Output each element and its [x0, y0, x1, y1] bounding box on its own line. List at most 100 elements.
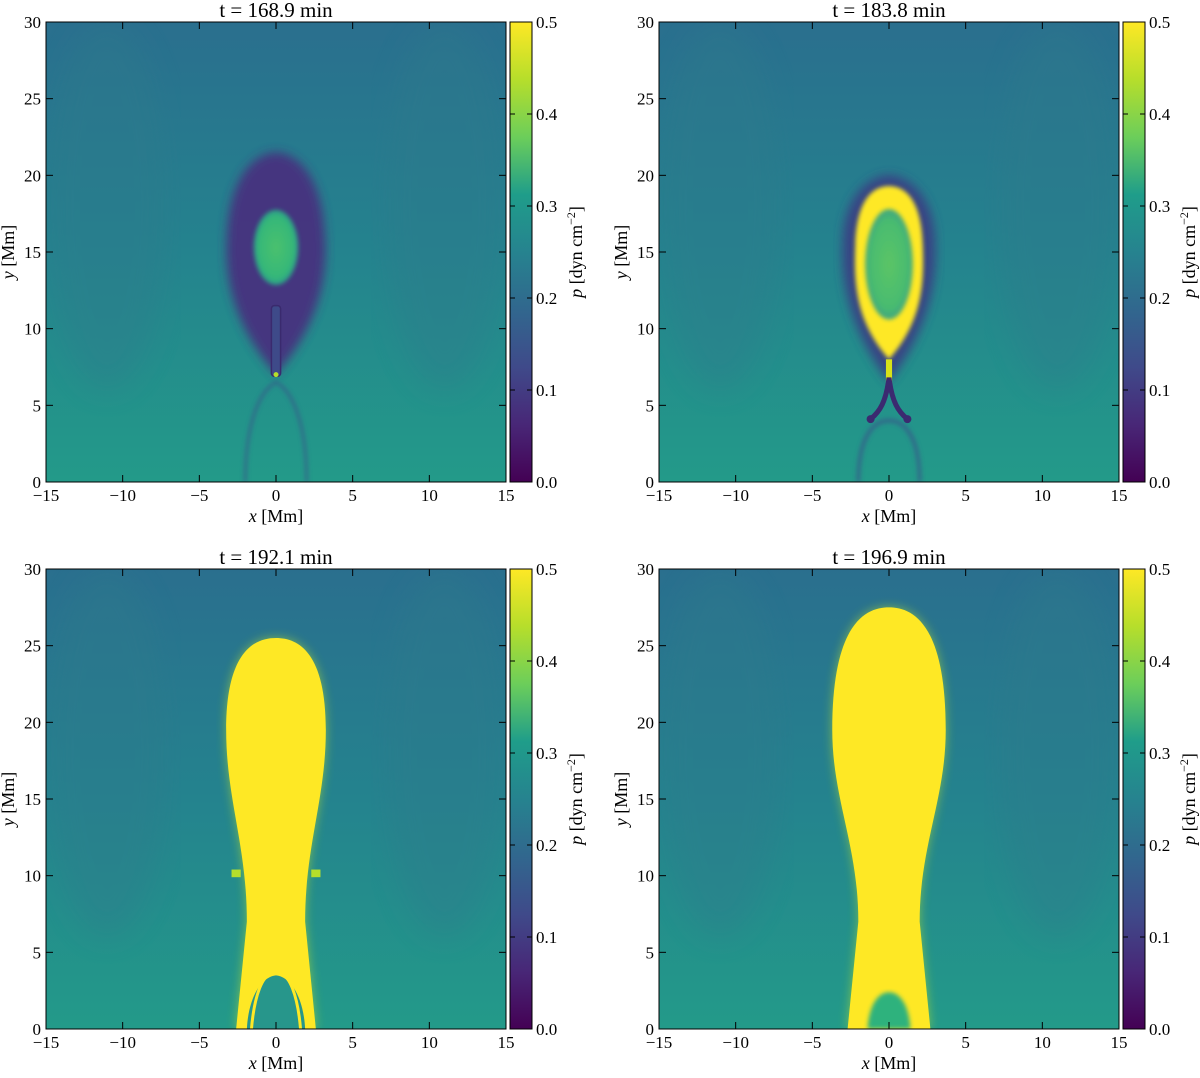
arcade-outline: [856, 418, 922, 482]
colorbar-tick-label: 0.0: [1149, 473, 1170, 492]
y-tick-label: 20: [24, 713, 41, 732]
x-tick-label: −15: [646, 1033, 673, 1052]
x-axis-variable: x: [248, 506, 257, 526]
colorbar-close: ]: [1179, 206, 1199, 212]
arcade-outline: [243, 380, 309, 482]
y-tick-label: 5: [646, 396, 655, 415]
heatmap-area: [659, 569, 1119, 1029]
panel-2: −15 −10 −5 0 5 10 15 0 5 10 15 20 25 30 t = 183.8 min x…: [611, 0, 1199, 526]
heatmap-area: [659, 22, 1119, 482]
colorbar-unit: [dyn cm: [566, 772, 586, 836]
background-structure: [383, 569, 506, 937]
heatmap-area: [46, 22, 506, 482]
colorbar-tick-label: 0.2: [536, 289, 557, 308]
x-tick-label: −10: [109, 1033, 136, 1052]
colorbar-close: ]: [1179, 753, 1199, 759]
y-tick-label: 20: [637, 166, 654, 185]
colorbar-tick-label: 0.0: [536, 473, 557, 492]
colorbar-gradient: [509, 21, 533, 483]
x-tick-label: 15: [1111, 1033, 1128, 1052]
panel-3: −15 −10 −5 0 5 10 15 0 5 10 15 20 25 30 t = 192.1 min x…: [0, 545, 586, 1073]
colorbar-tick-label: 0.5: [536, 560, 557, 579]
colorbar-unit: [dyn cm: [1179, 772, 1199, 836]
y-tick-label: 15: [24, 243, 41, 262]
y-axis-unit: [Mm]: [0, 772, 18, 819]
background-structure: [659, 22, 782, 390]
current-sheet: [270, 304, 282, 377]
colorbar-variable: p: [566, 289, 586, 300]
colorbar-tick-label: 0.2: [1149, 836, 1170, 855]
x-tick-label: 15: [498, 486, 515, 505]
colorbar-tick-label: 0.1: [536, 928, 557, 947]
x-point-foot: [866, 415, 875, 424]
colorbar-tick-label: 0.4: [536, 652, 558, 671]
y-tick-label: 30: [637, 13, 654, 32]
background-structure: [996, 569, 1119, 937]
x-tick-label: 15: [498, 1033, 515, 1052]
colorbar-tick-label: 0.0: [1149, 1020, 1170, 1039]
colorbar-label: p [dyn cm−2]: [564, 753, 586, 847]
axis-ticks: [658, 21, 1120, 483]
x-tick-label: 5: [961, 486, 970, 505]
y-tick-label: 5: [33, 396, 42, 415]
x-tick-label: 10: [1034, 486, 1051, 505]
y-tick-label: 10: [24, 867, 41, 886]
colorbar-tick-label: 0.5: [1149, 13, 1170, 32]
x-tick-label: 0: [885, 486, 894, 505]
plume-notch: [231, 869, 241, 878]
x-point-structure: [868, 377, 910, 422]
colorbar: 0.0 0.1 0.2 0.3 0.4 0.5 p [dyn cm−2]: [1122, 560, 1199, 1039]
background-structure: [996, 22, 1119, 390]
x-tick-label: −10: [722, 486, 749, 505]
base-glow: [812, 390, 966, 482]
colorbar-tick-label: 0.3: [1149, 197, 1170, 216]
colorbar-exponent: −2: [564, 759, 578, 772]
y-tick-label: 0: [33, 473, 42, 492]
x-axis-unit: [Mm]: [257, 506, 304, 526]
x-axis-label: x [Mm]: [248, 1053, 304, 1073]
x-tick-label: −15: [646, 486, 673, 505]
base-glow: [199, 390, 353, 482]
x-tick-label: 15: [1111, 486, 1128, 505]
shell-stem: [885, 359, 893, 387]
y-tick-label: 0: [646, 473, 655, 492]
y-axis-variable: y: [611, 271, 631, 281]
x-tick-label: −5: [190, 1033, 208, 1052]
panel-title: t = 192.1 min: [219, 545, 333, 569]
post-flare-loop: [867, 992, 911, 1029]
x-axis-variable: x: [861, 506, 870, 526]
y-axis-unit: [Mm]: [611, 225, 631, 272]
x-axis-label: x [Mm]: [861, 1053, 917, 1073]
y-tick-label: 5: [646, 943, 655, 962]
y-tick-label: 0: [33, 1020, 42, 1039]
y-tick-label: 10: [24, 320, 41, 339]
y-tick-label: 30: [637, 560, 654, 579]
x-tick-label: 5: [348, 486, 357, 505]
y-tick-label: 25: [24, 637, 41, 656]
colorbar: 0.0 0.1 0.2 0.3 0.4 0.5 p [dyn cm−2]: [509, 560, 586, 1039]
x-tick-label: −10: [109, 486, 136, 505]
y-tick-label: 0: [646, 1020, 655, 1039]
y-tick-label: 30: [24, 560, 41, 579]
x-tick-label: −5: [190, 486, 208, 505]
colorbar-tick-label: 0.5: [536, 13, 557, 32]
x-axis-unit: [Mm]: [257, 1053, 304, 1073]
x-axis-variable: x: [861, 1053, 870, 1073]
colorbar-close: ]: [566, 753, 586, 759]
x-tick-label: 10: [421, 1033, 438, 1052]
background-structure: [659, 569, 782, 937]
x-tick-label: 0: [272, 486, 281, 505]
colorbar-unit: [dyn cm: [1179, 225, 1199, 289]
x-tick-label: 5: [961, 1033, 970, 1052]
axis-ticks: [45, 568, 507, 1030]
x-axis-label: x [Mm]: [861, 506, 917, 526]
colorbar-tick-label: 0.4: [1149, 652, 1171, 671]
y-axis-label: y [Mm]: [0, 772, 18, 829]
y-axis-label: y [Mm]: [611, 225, 631, 282]
y-tick-label: 20: [637, 713, 654, 732]
colorbar-tick-label: 0.4: [1149, 105, 1171, 124]
colorbar-gradient: [1122, 568, 1146, 1030]
axis-ticks: [658, 568, 1120, 1030]
x-tick-label: 0: [272, 1033, 281, 1052]
